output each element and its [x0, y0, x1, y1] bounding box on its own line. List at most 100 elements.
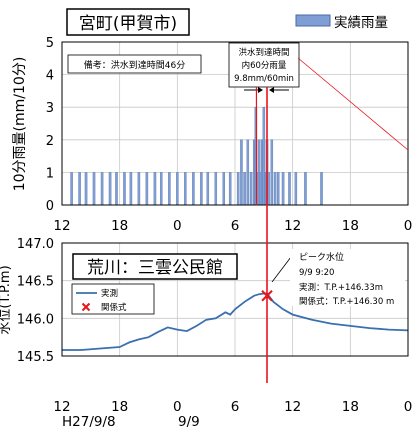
rainfall-y-tick-label: 2: [46, 134, 54, 149]
rainfall-legend-swatch: [295, 14, 331, 27]
date-label-day2: 9/9: [178, 414, 200, 429]
level-y-tick-label: 146.0: [17, 312, 54, 327]
rainfall-bar: [228, 172, 232, 206]
rainfall-bar: [273, 172, 277, 206]
rainfall-x-tick-label: 0: [173, 218, 182, 234]
rainfall-bar: [70, 172, 73, 206]
rainfall-bar: [294, 172, 298, 206]
rainfall-bar: [160, 172, 163, 206]
level-panel: 145.5 146.0 146.5 147.0 12 18 0 6 12 18 0 荒川：三雲公民…: [0, 237, 412, 429]
level-y-tick-label: 147.0: [17, 237, 54, 252]
rainfall-bar: [206, 172, 210, 206]
date-label-day1: H27/9/8: [62, 414, 116, 429]
rainfall-title-box: [66, 8, 190, 36]
level-legend-observed: 実測: [101, 288, 118, 299]
rainfall-bar: [270, 139, 274, 206]
peak-observed: 実測：T.P.+146.33m: [299, 282, 383, 293]
rainfall-bar: [184, 172, 187, 206]
level-x-tick-label: 12: [53, 399, 70, 415]
level-x-tick-label: 18: [342, 399, 359, 415]
rainfall-bar: [267, 172, 270, 206]
observed-water-level-line: [62, 292, 409, 351]
rainfall-bar: [320, 172, 323, 206]
rainfall-x-tick-label: 18: [111, 218, 128, 234]
rainfall-bar: [288, 172, 291, 206]
level-x-tick-labels: 12 18 0 6 12 18 0: [53, 399, 412, 415]
rainfall-note-box: [67, 54, 202, 74]
rainfall-y-tick-label: 4: [46, 69, 54, 84]
rainfall-y-tick-label: 0: [46, 199, 54, 214]
rainfall-bar: [168, 172, 171, 206]
rainfall-x-tick-label: 0: [404, 218, 412, 234]
level-x-tick-label: 12: [284, 399, 301, 415]
rainfall-bar: [281, 172, 285, 206]
rainfall-bar: [176, 172, 179, 206]
rainfall-title: 宮町(甲賀市): [79, 14, 177, 34]
rainfall-legend-label: 実績雨量: [334, 15, 388, 31]
rainfall-bar: [137, 172, 141, 206]
rainfall-bar: [92, 172, 96, 206]
level-legend-relation: 関係式: [101, 302, 127, 313]
rainfall-y-tick-label: 5: [46, 36, 54, 51]
rainfall-note: 備考：洪水到達時間46分: [84, 59, 185, 71]
rainfall-bar: [153, 172, 157, 206]
rainfall-bar: [129, 172, 133, 206]
rainfall-bar: [276, 172, 280, 206]
rainfall-bar: [123, 172, 126, 206]
rainfall-bar: [145, 172, 149, 206]
rainfall-y-tick-label: 1: [46, 166, 54, 181]
rainfall-callout-line2: 内60分雨量: [242, 60, 287, 71]
level-y-tick-label: 145.5: [17, 350, 54, 365]
level-title: 荒川：三雲公民館: [87, 258, 223, 278]
level-x-tick-label: 6: [231, 399, 240, 415]
peak-time: 9/9 9:20: [299, 268, 334, 278]
peak-title: ピーク水位: [299, 251, 344, 263]
rainfall-bar: [222, 172, 226, 206]
rainfall-bar: [100, 172, 104, 206]
rainfall-callout-box: [228, 42, 300, 88]
rainfall-x-tick-label: 12: [53, 218, 70, 234]
rainfall-y-tick-labels: 0 1 2 3 4 5: [46, 36, 54, 214]
level-legend-box: [71, 283, 155, 315]
rainfall-bar: [304, 172, 307, 206]
rainfall-x-tick-label: 12: [284, 218, 301, 234]
rainfall-diagonal-pointer: [297, 57, 409, 151]
level-y-label: 水位(T.P.m): [0, 265, 13, 334]
level-x-tick-label: 0: [404, 399, 412, 415]
level-y-tick-labels: 145.5 146.0 146.5 147.0: [17, 237, 54, 365]
rainfall-y-tick-label: 3: [46, 101, 54, 116]
rainfall-x-tick-labels: 12 18 0 6 12 18 0: [53, 218, 412, 234]
rainfall-bar: [84, 172, 88, 206]
rainfall-bar: [243, 172, 246, 206]
rainfall-bars: [70, 107, 323, 206]
duration-arrowhead-left: [258, 87, 263, 93]
rainfall-bar: [78, 172, 81, 206]
rainfall-bar: [249, 172, 253, 206]
rainfall-callout-line3: 9.8mm/60min: [234, 74, 294, 84]
rainfall-bar: [192, 172, 195, 206]
rainfall-callout-line1: 洪水到達時間: [238, 47, 289, 58]
rainfall-y-label: 10分雨量(mm/10分): [12, 57, 28, 192]
rainfall-bar: [236, 172, 240, 206]
rainfall-x-tick-label: 18: [342, 218, 359, 234]
peak-relation: 関係式：T.P.+146.30 m: [299, 296, 394, 307]
rainfall-bar: [200, 172, 203, 206]
rainfall-bar: [214, 172, 218, 206]
peak-pointer-line: [271, 256, 292, 283]
level-title-box: [72, 253, 238, 280]
rainfall-bar: [246, 139, 250, 206]
rainfall-bar: [108, 172, 112, 206]
legend-marker-x: [81, 302, 91, 312]
rainfall-x-tick-label: 6: [231, 218, 240, 234]
level-legend-marker-swatch: [81, 302, 91, 312]
rainfall-plot-frame: [61, 41, 409, 206]
rainfall-bar: [115, 172, 118, 206]
level-y-tick-label: 146.5: [17, 275, 54, 290]
level-x-tick-label: 18: [111, 399, 128, 415]
peak-annotation-box: [290, 249, 405, 306]
duration-arrowhead-right: [269, 87, 274, 93]
level-plot-frame: [61, 242, 409, 357]
level-x-tick-label: 0: [173, 399, 182, 415]
